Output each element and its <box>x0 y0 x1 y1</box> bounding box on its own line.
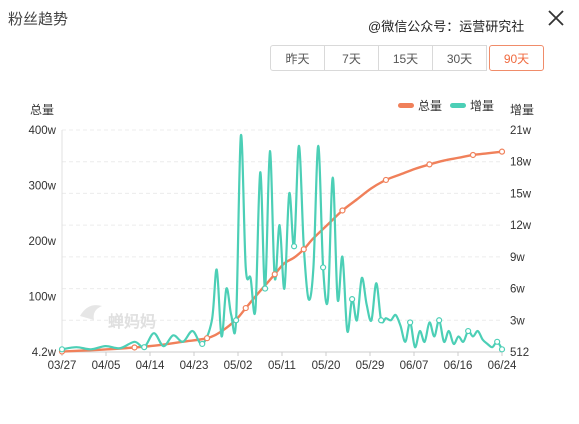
left-axis-label: 总量 <box>30 103 55 117</box>
total-point[interactable] <box>131 344 138 351</box>
right-tick-label: 9w <box>510 252 525 264</box>
increase-point[interactable] <box>232 317 240 324</box>
x-tick-label: 05/29 <box>356 360 385 372</box>
page-title: 粉丝趋势 <box>8 11 69 28</box>
x-tick-label: 04/14 <box>136 360 165 372</box>
increase-point[interactable] <box>261 285 269 292</box>
chanmama-logo-text: 蝉妈妈 <box>108 312 156 331</box>
left-tick-label: 400w <box>29 125 57 137</box>
x-tick-label: 05/02 <box>224 360 253 372</box>
x-tick-label: 03/27 <box>48 360 77 372</box>
legend-increase-label: 增量 <box>470 99 495 113</box>
increase-point[interactable] <box>465 327 472 335</box>
right-tick-label: 15w <box>510 188 532 200</box>
x-tick-label: 06/16 <box>444 360 473 372</box>
increase-point[interactable] <box>378 317 385 324</box>
chanmama-logo: 蝉妈妈 <box>80 305 156 331</box>
range-button-yesterday[interactable]: 昨天 <box>270 45 325 71</box>
left-tick-label: 4.2w <box>32 347 57 359</box>
total-point[interactable] <box>242 304 249 312</box>
total-point[interactable] <box>426 161 433 168</box>
x-tick-label: 04/05 <box>92 360 121 372</box>
legend-increase-swatch <box>450 103 467 108</box>
legend-total-label: 总量 <box>418 99 443 113</box>
x-tick-label: 06/07 <box>400 360 429 372</box>
watermark-text: @微信公众号：运营研究社 <box>368 19 525 34</box>
right-tick-label: 12w <box>510 220 532 232</box>
increase-point[interactable] <box>319 264 327 271</box>
total-point[interactable] <box>300 246 307 253</box>
close-icon[interactable] <box>546 8 566 28</box>
range-button-15d[interactable]: 15天 <box>378 45 433 71</box>
increase-point[interactable] <box>498 346 506 353</box>
total-point[interactable] <box>382 176 390 184</box>
chanmama-logo-mark <box>80 305 102 320</box>
x-tick-label: 06/24 <box>488 360 517 372</box>
increase-point[interactable] <box>199 340 206 348</box>
right-tick-label: 18w <box>510 157 532 169</box>
legend-total[interactable]: 总量 <box>398 97 442 114</box>
increase-point[interactable] <box>494 338 501 345</box>
right-tick-label: 21w <box>510 125 532 137</box>
increase-point[interactable] <box>407 319 414 326</box>
right-tick-label: 512 <box>510 347 529 359</box>
increase-point[interactable] <box>141 344 148 351</box>
left-tick-label: 100w <box>29 292 57 304</box>
total-point[interactable] <box>339 207 346 214</box>
range-button-7d[interactable]: 7天 <box>324 45 379 71</box>
range-selector: 昨天 7天 15天 30天 90天 <box>270 45 544 71</box>
total-point[interactable] <box>203 335 211 342</box>
total-point[interactable] <box>498 148 506 155</box>
increase-point[interactable] <box>290 243 298 250</box>
x-tick-label: 05/20 <box>312 360 341 372</box>
total-point[interactable] <box>469 151 477 159</box>
legend-increase[interactable]: 增量 <box>450 97 494 114</box>
left-tick-label: 300w <box>29 181 57 193</box>
increase-point[interactable] <box>436 317 443 324</box>
chart-legend: 总量 增量 <box>398 97 502 114</box>
right-tick-label: 3w <box>510 315 525 327</box>
legend-total-swatch <box>398 103 414 108</box>
increase-point[interactable] <box>58 346 66 353</box>
total-point[interactable] <box>271 271 278 278</box>
right-tick-label: 6w <box>510 284 525 296</box>
x-tick-label: 05/11 <box>268 360 296 372</box>
increase-point[interactable] <box>349 296 356 303</box>
range-button-30d[interactable]: 30天 <box>432 45 487 71</box>
left-tick-label: 200w <box>29 236 57 248</box>
range-button-90d[interactable]: 90天 <box>489 45 544 71</box>
x-tick-label: 04/23 <box>180 360 209 372</box>
right-axis-label: 增量 <box>510 103 535 117</box>
